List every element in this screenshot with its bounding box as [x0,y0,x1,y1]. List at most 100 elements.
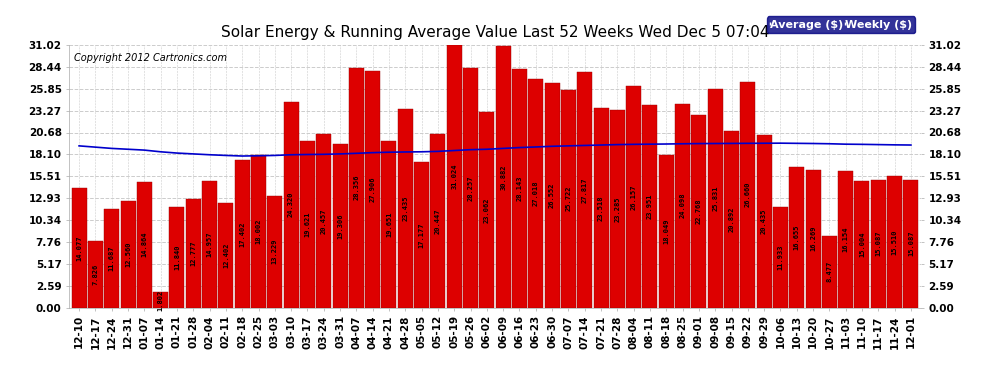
Bar [88,241,103,308]
Text: 14.077: 14.077 [76,235,82,261]
Bar [708,89,723,308]
Bar [71,188,86,308]
Text: 20.892: 20.892 [729,206,735,232]
Text: 14.957: 14.957 [207,231,213,257]
Bar [512,69,527,308]
Bar [658,155,674,308]
Bar [496,46,511,308]
Bar [186,200,201,308]
Text: 17.177: 17.177 [419,222,425,248]
Bar [251,155,266,308]
Bar [463,68,478,308]
Bar [333,144,347,308]
Bar [626,86,642,308]
Text: 19.306: 19.306 [337,213,344,238]
Text: 22.768: 22.768 [696,198,702,224]
Text: 17.402: 17.402 [240,221,246,247]
Text: 12.560: 12.560 [125,242,131,267]
Text: 15.510: 15.510 [892,229,898,255]
Text: 19.651: 19.651 [386,211,392,237]
Bar [610,111,625,308]
Text: 18.002: 18.002 [255,219,261,244]
Bar [544,83,559,308]
Bar [235,160,249,308]
Bar [724,131,739,308]
Bar [446,45,461,308]
Text: 18.049: 18.049 [663,218,669,244]
Bar [348,68,364,308]
Text: 11.687: 11.687 [109,245,115,271]
Text: 30.882: 30.882 [500,164,506,190]
Bar [267,195,282,308]
Text: 8.477: 8.477 [827,261,833,282]
Text: 23.285: 23.285 [615,196,621,222]
Text: 15.087: 15.087 [908,231,914,256]
Bar [431,135,446,308]
Bar [137,182,151,308]
Text: 23.062: 23.062 [484,197,490,223]
Text: 1.802: 1.802 [157,289,163,310]
Text: 16.655: 16.655 [794,224,800,250]
Text: 27.906: 27.906 [369,177,375,202]
Bar [822,236,837,308]
Text: 13.229: 13.229 [272,239,278,264]
Text: 24.098: 24.098 [679,193,685,218]
Text: 7.826: 7.826 [92,264,98,285]
Bar [529,79,544,308]
Bar [741,82,755,308]
Legend: Average ($), Weekly ($): Average ($), Weekly ($) [767,16,915,33]
Text: 27.817: 27.817 [582,177,588,203]
Text: 26.552: 26.552 [549,182,555,208]
Bar [365,71,380,308]
Bar [153,292,168,308]
Bar [169,207,184,308]
Text: 28.356: 28.356 [353,175,359,200]
Text: 12.777: 12.777 [190,241,196,266]
Bar [756,135,771,308]
Title: Solar Energy & Running Average Value Last 52 Weeks Wed Dec 5 07:04: Solar Energy & Running Average Value Las… [221,25,769,40]
Text: 26.660: 26.660 [744,182,750,207]
Bar [381,141,396,308]
Bar [691,115,707,308]
Bar [594,108,609,307]
Bar [398,109,413,307]
Text: 11.840: 11.840 [174,244,180,270]
Bar [871,180,886,308]
Bar [904,180,919,308]
Text: 19.621: 19.621 [305,212,311,237]
Bar [104,209,119,308]
Text: 28.143: 28.143 [517,176,523,201]
Bar [675,104,690,308]
Text: 15.087: 15.087 [875,231,881,256]
Text: 23.518: 23.518 [598,195,604,221]
Bar [806,170,821,308]
Bar [300,141,315,308]
Bar [479,112,494,308]
Text: 16.154: 16.154 [842,226,848,252]
Bar [839,171,853,308]
Text: 23.951: 23.951 [646,194,653,219]
Text: 23.435: 23.435 [402,196,408,221]
Text: 15.004: 15.004 [859,231,865,257]
Text: 11.933: 11.933 [777,244,783,270]
Bar [577,72,592,308]
Bar [773,207,788,308]
Bar [414,162,429,308]
Bar [283,102,299,308]
Text: 27.018: 27.018 [533,180,539,206]
Text: 24.320: 24.320 [288,192,294,217]
Text: 12.402: 12.402 [223,242,229,268]
Bar [121,201,136,308]
Text: 20.435: 20.435 [761,208,767,234]
Text: 20.457: 20.457 [321,208,327,234]
Bar [887,176,902,308]
Bar [789,166,804,308]
Text: 14.864: 14.864 [142,232,148,257]
Bar [854,180,869,308]
Bar [219,202,234,308]
Text: 16.269: 16.269 [810,226,816,251]
Bar [316,134,332,308]
Bar [643,105,657,308]
Text: 28.257: 28.257 [467,175,473,201]
Bar [202,181,217,308]
